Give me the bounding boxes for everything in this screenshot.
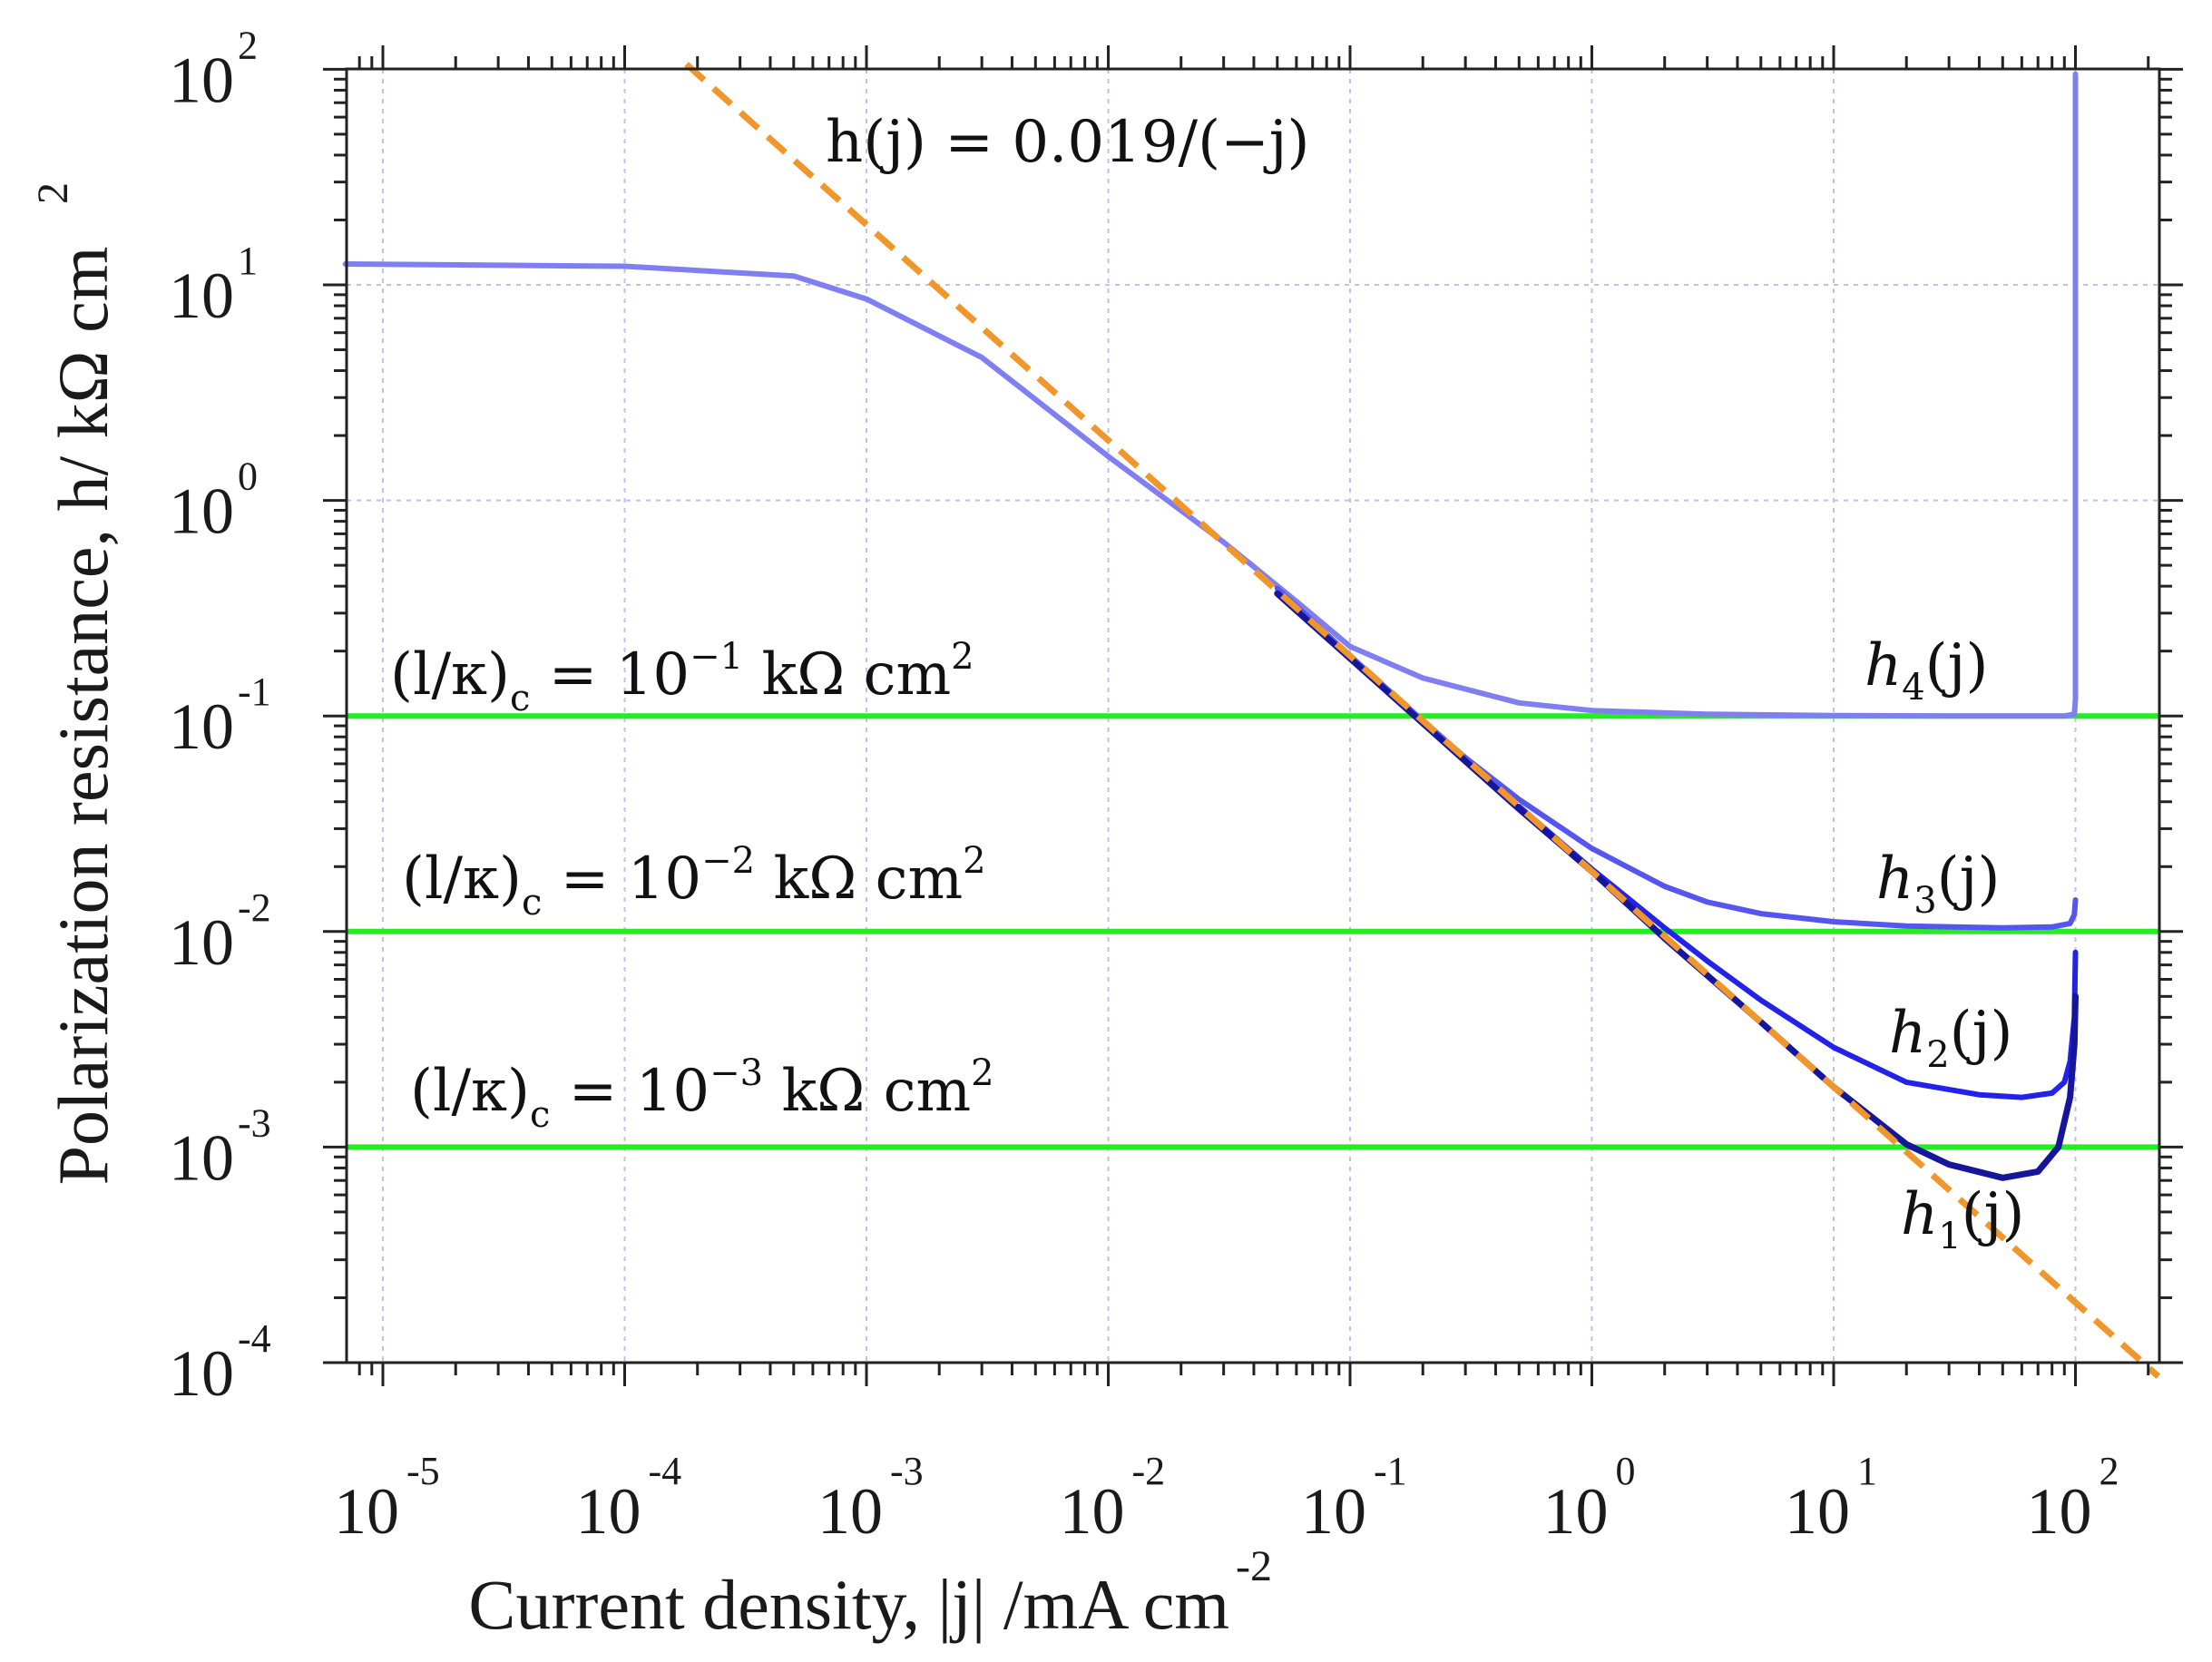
y-tick-exponent: -2	[238, 885, 271, 930]
y-tick-label: 10	[169, 44, 234, 116]
x-tick-label: 10	[1785, 1475, 1850, 1548]
series-h4-line	[342, 71, 2079, 719]
y-tick-exponent: 1	[238, 239, 258, 283]
y-tick-label: 10	[169, 1337, 234, 1410]
y-tick-exponent: -4	[238, 1316, 271, 1361]
reference-line	[684, 62, 2161, 1379]
x-axis-title: Current density, |j| /mA cm	[468, 1565, 1229, 1644]
y-axis-title: Polarization resistance, h/ kΩ cm	[44, 247, 122, 1186]
x-tick-label: 10	[576, 1475, 641, 1548]
series-h2-label: h2(j)	[1889, 1000, 2012, 1076]
critical-resistance-label: (l/κ)c = 10−3 kΩ cm2	[410, 1052, 994, 1136]
y-tick-label: 10	[169, 259, 234, 332]
series-h1-label: h1(j)	[1901, 1181, 2024, 1257]
y-tick-exponent: 2	[238, 23, 258, 67]
y-tick-label: 10	[169, 906, 234, 979]
reference-line-group	[684, 62, 2161, 1379]
data-series	[342, 71, 2079, 1181]
critical-resistance-label: (l/κ)c = 10−1 kΩ cm2	[390, 636, 974, 719]
y-tick-label: 10	[169, 1121, 234, 1194]
y-tick-label: 10	[169, 475, 234, 548]
x-tick-label: 10	[2027, 1475, 2092, 1548]
x-tick-exponent: 2	[2099, 1449, 2119, 1493]
x-tick-exponent: -4	[649, 1449, 682, 1493]
x-tick-label: 10	[1301, 1475, 1366, 1548]
critical-resistance-label: (l/κ)c = 10−2 kΩ cm2	[402, 840, 986, 924]
y-tick-exponent: -3	[238, 1100, 271, 1145]
x-tick-exponent: 0	[1616, 1449, 1636, 1493]
reference-line-label: h(j) = 0.019/(−j)	[826, 109, 1310, 176]
y-tick-exponent: 0	[238, 455, 258, 499]
x-tick-label: 10	[817, 1475, 883, 1548]
x-tick-exponent: -5	[406, 1449, 440, 1493]
series-h3-label: h3(j)	[1876, 846, 2000, 922]
y-tick-exponent: -1	[238, 670, 271, 714]
x-tick-label: 10	[334, 1475, 399, 1548]
x-tick-exponent: 1	[1857, 1449, 1877, 1493]
x-tick-exponent: -1	[1374, 1449, 1407, 1493]
series-h1-line	[1274, 590, 2079, 1181]
x-tick-label: 10	[1543, 1475, 1609, 1548]
series-h4-label: h4(j)	[1865, 632, 1988, 709]
annotations: h(j) = 0.019/(−j) (l/κ)c = 10−1 kΩ cm2 (l/…	[390, 109, 2024, 1257]
y-tick-label: 10	[169, 690, 234, 763]
x-axis-title-exponent: -2	[1236, 1542, 1272, 1590]
y-axis-title-group: Polarization resistance, h/ kΩ cm	[44, 247, 122, 1186]
y-axis-title-exponent: 2	[29, 182, 77, 204]
series-h2-line	[1516, 804, 2079, 1100]
x-tick-exponent: -2	[1132, 1449, 1166, 1493]
x-tick-label: 10	[1060, 1475, 1125, 1548]
axis-ticks	[323, 45, 2183, 1386]
x-tick-exponent: -3	[890, 1449, 924, 1493]
